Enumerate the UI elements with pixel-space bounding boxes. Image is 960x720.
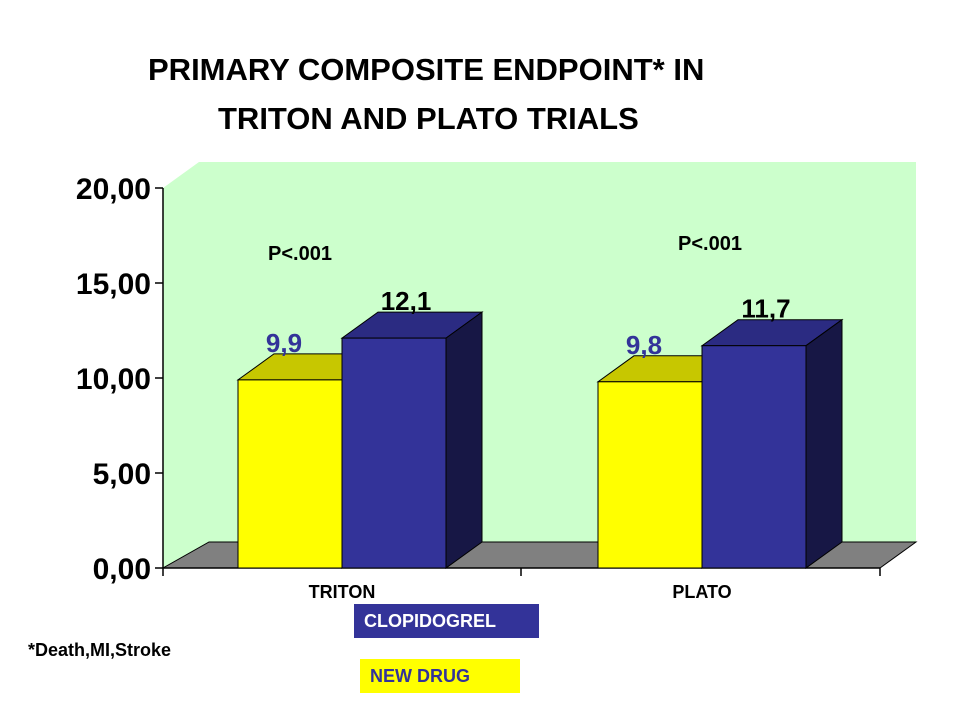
footnote: *Death,MI,Stroke bbox=[28, 640, 172, 660]
legend-clopidogrel: CLOPIDOGREL bbox=[354, 604, 539, 638]
bar-side-clopidogrel-plato bbox=[805, 318, 843, 569]
y-tick-label: 0,00 bbox=[93, 553, 151, 586]
bar-clopidogrel-triton bbox=[341, 337, 447, 569]
y-tick-label: 10,00 bbox=[76, 363, 151, 396]
y-tick-label: 15,00 bbox=[76, 268, 151, 301]
x-category-label: TRITON bbox=[309, 582, 376, 602]
bar-value-label: 9,8 bbox=[626, 330, 662, 360]
p-value-annotation: P<.001 bbox=[678, 233, 742, 255]
bar-side-clopidogrel-triton bbox=[445, 311, 483, 569]
y-tick-label: 5,00 bbox=[93, 458, 151, 491]
p-value-annotation: P<.001 bbox=[268, 243, 332, 265]
bar-value-label: 11,7 bbox=[741, 294, 790, 324]
bar-new-drug-triton bbox=[237, 379, 343, 569]
bar-new-drug-plato bbox=[597, 381, 703, 569]
bar-clopidogrel-plato bbox=[701, 345, 807, 569]
chart-title-line-1: PRIMARY COMPOSITE ENDPOINT* IN bbox=[148, 52, 705, 87]
chart-title-line-2: TRITON AND PLATO TRIALS bbox=[218, 101, 639, 136]
legend-new-drug: NEW DRUG bbox=[360, 659, 520, 693]
y-tick-label: 20,00 bbox=[76, 173, 151, 206]
bar-value-label: 12,1 bbox=[381, 286, 432, 316]
x-category-label: PLATO bbox=[672, 582, 731, 602]
bar-value-label: 9,9 bbox=[266, 328, 302, 358]
